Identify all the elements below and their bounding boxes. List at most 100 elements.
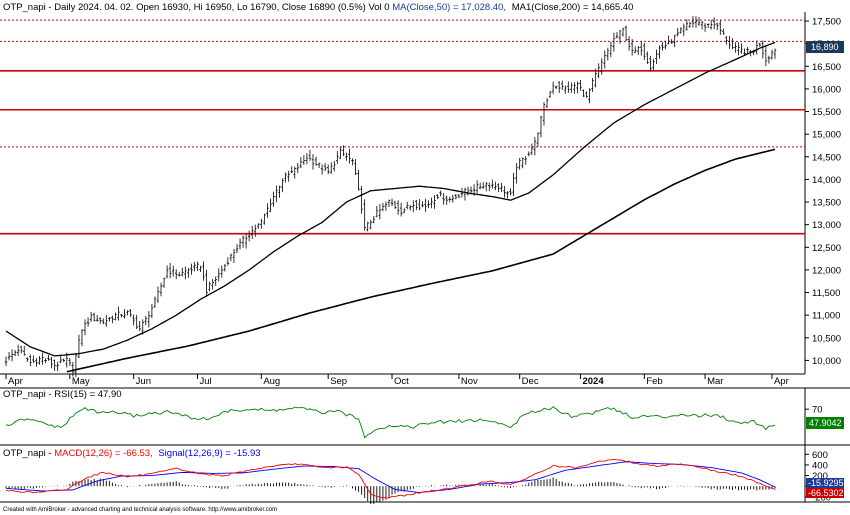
price-bar (342, 145, 345, 157)
price-bar (585, 91, 588, 98)
price-bar (287, 170, 290, 182)
price-bar (171, 265, 175, 277)
price-bar (354, 158, 357, 175)
price-bar (13, 349, 17, 357)
price-bar (563, 85, 567, 94)
price-bar (460, 187, 464, 198)
price-bar (667, 35, 670, 45)
price-bar (764, 46, 768, 67)
price-bar (184, 266, 187, 280)
price-bar (715, 22, 719, 31)
price-bar (41, 352, 44, 365)
ma50-line (5, 41, 776, 357)
price-bar (554, 85, 558, 90)
price-bar (360, 186, 363, 214)
price-bar (749, 49, 752, 57)
price-bar (472, 184, 476, 196)
price-bar (375, 205, 379, 218)
price-bar (19, 345, 23, 354)
price-bar (16, 344, 20, 357)
price-bar (38, 355, 41, 365)
price-bar (177, 271, 181, 277)
price-bar (743, 48, 746, 56)
price-bar (71, 361, 75, 377)
price-bar (53, 359, 56, 371)
price-bar (445, 195, 449, 205)
price-bar (299, 157, 303, 169)
price-bar (676, 27, 680, 37)
price-bar (384, 201, 388, 211)
price-bar (551, 81, 555, 95)
price-bar (156, 286, 160, 303)
price-bar (98, 317, 102, 324)
x-tick-label: Aug (263, 376, 280, 387)
price-bar (220, 265, 224, 278)
macd-label-signal: Signal(12,26,9) = -15.93 (158, 448, 260, 459)
price-bar (74, 353, 78, 378)
price-bar (381, 202, 385, 212)
price-bar (253, 224, 257, 237)
price-bar (114, 312, 117, 321)
price-bar (682, 23, 686, 37)
price-bar (25, 357, 29, 363)
x-tick-label: Feb (646, 376, 662, 387)
price-bar (250, 225, 254, 239)
y-tick-label: 10,500 (812, 333, 841, 344)
price-bar (211, 278, 214, 290)
price-bar (190, 263, 193, 275)
price-bar (168, 262, 172, 279)
header-info: OTP_napi - Daily 2024. 04. 02. Open 1693… (3, 2, 390, 13)
price-bar (199, 265, 202, 272)
price-bar (372, 216, 376, 224)
price-bar (481, 182, 485, 189)
price-bar (487, 182, 491, 192)
price-bar (363, 199, 366, 231)
price-bar (323, 163, 327, 172)
macd-value: -66.5302 (808, 488, 844, 498)
price-bar (408, 205, 412, 211)
price-bar (226, 257, 230, 266)
price-bar (238, 238, 242, 250)
x-tick-label: Apr (8, 376, 23, 387)
price-bar (518, 157, 521, 170)
header-ma200: MA1(Close,200) = 14,665.40 (512, 2, 634, 13)
price-bar (424, 198, 427, 212)
price-bar (47, 354, 50, 361)
x-tick-label: 2024 (582, 376, 604, 387)
price-bar (150, 304, 154, 319)
price-bar (235, 243, 239, 254)
price-bar (421, 201, 424, 208)
price-bar (56, 361, 59, 372)
price-bar (284, 172, 287, 183)
price-bar (491, 179, 494, 189)
price-bar (320, 164, 324, 175)
price-bar (697, 16, 701, 26)
price-bar (314, 156, 318, 166)
price-bar (89, 311, 93, 323)
x-tick-label: Sep (330, 376, 347, 387)
price-bar (761, 40, 765, 59)
price-bar (415, 199, 418, 211)
price-bar (606, 47, 610, 61)
price-bar (694, 16, 698, 28)
price-bar (658, 45, 661, 59)
price-bar (159, 282, 163, 297)
price-bar (193, 261, 196, 272)
x-tick-label: Jul (199, 376, 211, 387)
price-bar (688, 21, 692, 28)
price-bar (232, 248, 236, 263)
macd-tick-label: 200 (812, 471, 828, 482)
price-bar (469, 186, 473, 195)
price-bar (256, 223, 260, 229)
price-bar (691, 16, 695, 28)
price-bar (679, 27, 683, 34)
price-bar (117, 306, 120, 321)
price-bar (22, 345, 26, 356)
price-bar (10, 349, 14, 362)
price-bar (773, 48, 777, 59)
price-bar (244, 234, 248, 249)
price-bar (141, 319, 145, 335)
chart-header: OTP_napi - Daily 2024. 04. 02. Open 1693… (3, 2, 633, 13)
price-bar (101, 318, 105, 325)
price-bar (509, 188, 512, 196)
